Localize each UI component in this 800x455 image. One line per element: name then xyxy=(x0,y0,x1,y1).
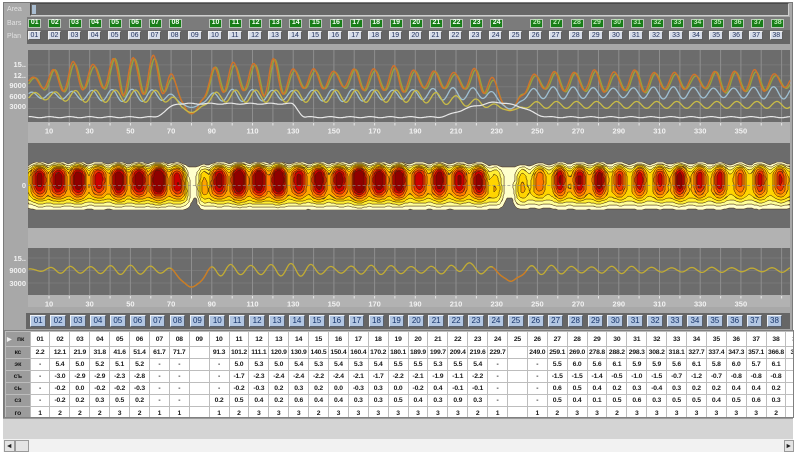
svg-text:330: 330 xyxy=(694,300,707,309)
svg-text:250: 250 xyxy=(531,300,544,309)
svg-text:190: 190 xyxy=(409,127,422,136)
svg-text:130: 130 xyxy=(287,127,300,136)
svg-text:290: 290 xyxy=(613,127,626,136)
svg-text:170: 170 xyxy=(368,300,381,309)
svg-text:90: 90 xyxy=(208,300,216,309)
svg-text:330: 330 xyxy=(694,127,707,136)
svg-text:10: 10 xyxy=(45,127,53,136)
svg-text:110: 110 xyxy=(246,127,258,136)
svg-text:190: 190 xyxy=(409,300,422,309)
svg-text:110: 110 xyxy=(246,300,258,309)
svg-text:170: 170 xyxy=(368,127,381,136)
svg-text:30: 30 xyxy=(86,127,94,136)
svg-text:310: 310 xyxy=(653,300,666,309)
svg-text:310: 310 xyxy=(653,127,666,136)
svg-text:150: 150 xyxy=(328,127,341,136)
svg-text:250: 250 xyxy=(531,127,544,136)
svg-text:50: 50 xyxy=(126,127,134,136)
svg-text:350: 350 xyxy=(735,127,748,136)
svg-text:30: 30 xyxy=(86,300,94,309)
svg-text:210: 210 xyxy=(450,127,463,136)
svg-text:350: 350 xyxy=(735,300,748,309)
svg-text:70: 70 xyxy=(167,127,175,136)
svg-text:210: 210 xyxy=(450,300,463,309)
svg-text:130: 130 xyxy=(287,300,300,309)
svg-text:150: 150 xyxy=(328,300,341,309)
svg-text:270: 270 xyxy=(572,127,585,136)
svg-text:230: 230 xyxy=(490,127,503,136)
svg-text:50: 50 xyxy=(126,300,134,309)
svg-text:10: 10 xyxy=(45,300,53,309)
svg-text:270: 270 xyxy=(572,300,585,309)
svg-text:230: 230 xyxy=(490,300,503,309)
svg-text:90: 90 xyxy=(208,127,216,136)
svg-text:70: 70 xyxy=(167,300,175,309)
svg-text:290: 290 xyxy=(613,300,626,309)
